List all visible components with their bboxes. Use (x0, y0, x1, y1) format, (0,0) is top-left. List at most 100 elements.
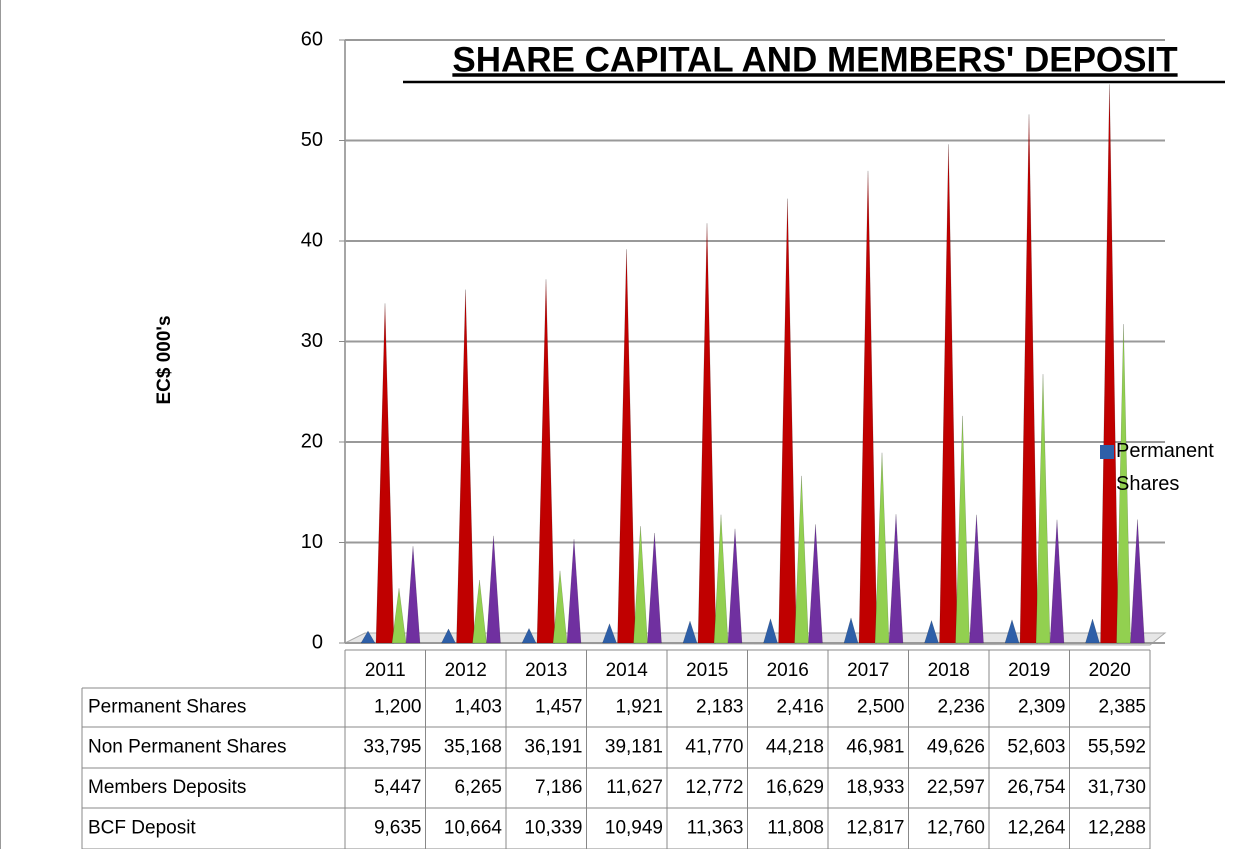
table-cell: 33,795 (363, 737, 421, 758)
table-cell: 2,183 (696, 697, 744, 718)
row-label: Members Deposits (88, 777, 246, 798)
table-cell: 41,770 (685, 737, 743, 758)
cone (924, 619, 939, 644)
x-tick-label: 2017 (847, 660, 889, 681)
cone (647, 532, 662, 644)
legend-entry: Permanent Shares (1116, 440, 1214, 495)
cone (486, 535, 501, 644)
y-tick-label: 30 (301, 330, 323, 352)
table-cell: 26,754 (1007, 777, 1066, 798)
table-cell: 11,808 (767, 818, 824, 839)
y-tick-label: 0 (312, 631, 323, 653)
x-tick-label: 2012 (445, 660, 487, 681)
cone (969, 514, 984, 644)
table-cell: 35,168 (444, 737, 502, 758)
table-cell: 6,265 (454, 777, 502, 798)
cone (1116, 324, 1131, 644)
x-tick-label: 2011 (365, 660, 406, 681)
table-cell: 18,933 (846, 777, 904, 798)
table-cell: 1,403 (454, 697, 502, 718)
table-cell: 12,817 (846, 818, 904, 839)
table-cell: 12,760 (927, 818, 985, 839)
cone (405, 546, 421, 644)
table-cell: 2,416 (776, 697, 824, 718)
cone (1100, 84, 1119, 644)
cone (843, 616, 859, 644)
y-tick-label: 20 (301, 430, 323, 452)
cone (552, 570, 568, 644)
table-cell: 36,191 (524, 737, 582, 758)
cone (1130, 519, 1145, 644)
table-cell: 55,592 (1088, 737, 1146, 758)
cone (1035, 374, 1051, 644)
row-label: Non Permanent Shares (88, 737, 287, 758)
table-cell: 10,664 (444, 818, 503, 839)
x-tick-label: 2013 (525, 660, 567, 681)
table-cell: 46,981 (846, 737, 904, 758)
y-tick-label: 10 (301, 531, 323, 553)
table-cell: 39,181 (605, 737, 663, 758)
x-tick-label: 2016 (767, 660, 809, 681)
table-cell: 1,457 (535, 697, 583, 718)
cone (1019, 114, 1039, 644)
table-cell: 16,629 (766, 777, 824, 798)
table-cell: 44,218 (766, 737, 824, 758)
table-cell: 22,597 (927, 777, 985, 798)
cone (727, 528, 743, 644)
cone (778, 198, 797, 644)
cone (633, 526, 648, 644)
cone (441, 628, 456, 644)
table-cell: 9,635 (374, 818, 422, 839)
cone (1085, 618, 1100, 644)
table-cell: 10,339 (524, 818, 582, 839)
row-label: BCF Deposit (88, 818, 196, 839)
cone (713, 514, 729, 644)
cone (566, 539, 582, 644)
cone (536, 279, 556, 644)
y-tick-label: 40 (301, 229, 323, 251)
y-tick-label: 50 (301, 129, 323, 151)
chart-title: SHARE CAPITAL AND MEMBERS' DEPOSIT (452, 40, 1177, 79)
table-cell: 11,363 (687, 818, 744, 839)
table-cell: 5,447 (374, 777, 422, 798)
cone (858, 170, 878, 644)
table-cell: 12,772 (685, 777, 743, 798)
legend-label: Permanent Shares (1116, 440, 1214, 495)
table-cell: 49,626 (927, 737, 985, 758)
table-cell: 7,186 (535, 777, 583, 798)
legend-swatch (1100, 445, 1114, 459)
x-tick-label: 2019 (1008, 660, 1050, 681)
table-cell: 12,288 (1088, 818, 1146, 839)
cone (1049, 519, 1065, 644)
row-label: Permanent Shares (88, 697, 246, 718)
cone (697, 223, 717, 644)
x-tick-label: 2018 (928, 660, 970, 681)
cone (456, 289, 475, 644)
y-axis-label: EC$ 000's (154, 315, 175, 404)
x-tick-label: 2014 (606, 660, 649, 681)
table-cell: 2,385 (1098, 697, 1146, 718)
cone (888, 514, 904, 644)
y-tick-label: 60 (301, 28, 323, 50)
table-cell: 11,627 (606, 777, 663, 798)
table-cell: 31,730 (1088, 777, 1146, 798)
table-cell: 1,921 (615, 697, 663, 718)
table-cell: 10,949 (605, 818, 663, 839)
table-cell: 2,500 (857, 697, 905, 718)
x-tick-label: 2015 (686, 660, 728, 681)
table-cell: 2,236 (937, 697, 985, 718)
cone (472, 580, 487, 644)
cone (874, 452, 890, 644)
table-cell: 52,603 (1007, 737, 1065, 758)
x-tick-label: 2020 (1089, 660, 1131, 681)
cone (794, 475, 809, 644)
table-cell: 2,309 (1018, 697, 1066, 718)
cone (939, 144, 958, 644)
cone (391, 588, 407, 644)
cone (375, 303, 395, 644)
cone (602, 622, 617, 644)
cone (763, 617, 778, 644)
table-cell: 1,200 (374, 697, 422, 718)
cone (955, 415, 970, 644)
